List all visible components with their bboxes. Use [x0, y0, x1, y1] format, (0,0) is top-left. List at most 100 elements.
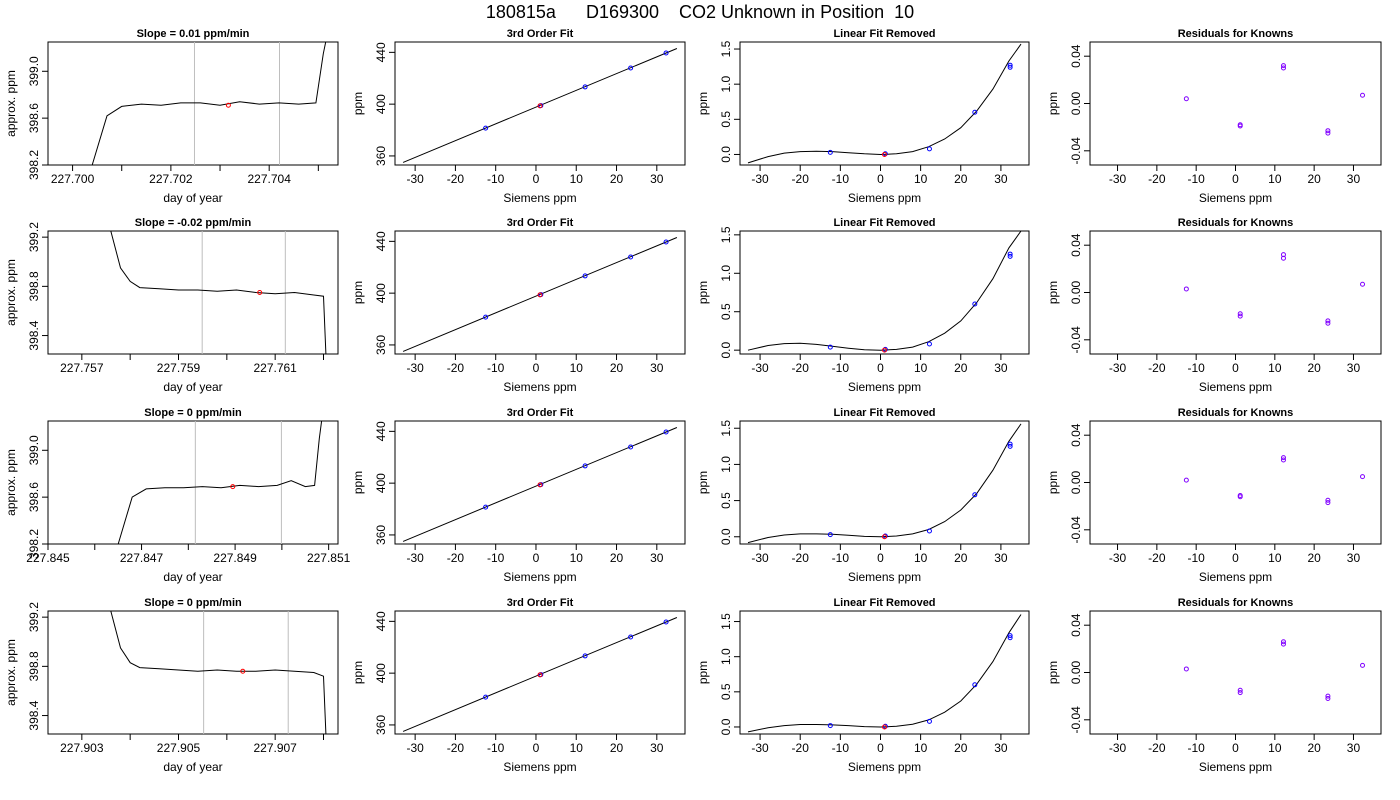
fit-curve — [402, 427, 678, 542]
fit-curve — [747, 614, 1022, 733]
known-point — [926, 146, 932, 152]
panel-title: 3rd Order Fit — [507, 28, 574, 40]
known-point — [1007, 635, 1013, 641]
panel-title: Residuals for Knowns — [1178, 407, 1294, 419]
unknown-point — [537, 672, 543, 678]
known-point — [483, 314, 489, 320]
x-tick-label: 10 — [1268, 741, 1282, 755]
y-tick-label: 399.2 — [27, 602, 41, 632]
y-tick-label: 0.00 — [1069, 280, 1083, 304]
residual-point — [1360, 92, 1366, 98]
x-axis-label: Siemens ppm — [848, 191, 921, 205]
x-tick-label: -30 — [751, 741, 769, 755]
y-tick-label: 0.5 — [719, 683, 733, 700]
x-tick-label: 30 — [650, 361, 664, 375]
y-tick-label: -0.04 — [1069, 326, 1083, 354]
known-point — [582, 273, 588, 279]
y-tick-label: 398.6 — [27, 103, 41, 133]
x-tick-label: -20 — [1148, 741, 1166, 755]
x-tick-label: -30 — [751, 172, 769, 186]
x-tick-label: 20 — [1307, 551, 1321, 565]
y-axis-label: ppm — [696, 281, 710, 304]
residual-point — [1183, 477, 1189, 483]
y-tick-label: 0.5 — [719, 111, 733, 128]
x-tick-label: -10 — [1188, 741, 1206, 755]
x-tick-label: -10 — [832, 361, 850, 375]
panel-title: 3rd Order Fit — [507, 597, 574, 609]
x-tick-label: -30 — [406, 551, 424, 565]
x-tick-label: 0 — [1232, 741, 1239, 755]
x-axis-label: day of year — [163, 191, 222, 205]
x-tick-label: 30 — [1347, 172, 1361, 186]
x-tick-label: 30 — [650, 741, 664, 755]
y-tick-label: 0.0 — [719, 718, 733, 735]
fit-curve — [747, 231, 1022, 351]
panel-title: Slope = 0.01 ppm/min — [137, 28, 250, 40]
plot-frame — [47, 610, 339, 735]
known-point — [827, 723, 833, 729]
known-point — [827, 149, 833, 155]
chart-panel-r1c1: Slope = 0.01 ppm/min day of year approx. p… — [4, 28, 339, 205]
panel-title: Residuals for Knowns — [1178, 597, 1294, 609]
residual-point — [1325, 130, 1331, 136]
x-tick-label: 0 — [877, 741, 884, 755]
chart-panel-r2c1: Slope = -0.02 ppm/min day of year approx. … — [4, 217, 339, 394]
residual-point — [1325, 696, 1331, 702]
unknown-point — [537, 292, 543, 298]
plot-frame — [1089, 41, 1382, 166]
plot-frame — [739, 610, 1030, 735]
y-tick-label: 0.04 — [1069, 44, 1083, 68]
y-axis-label: ppm — [351, 281, 365, 304]
x-tick-label: -20 — [1148, 551, 1166, 565]
chart-panel-r4c1: Slope = 0 ppm/min day of year approx. ppm 2… — [4, 597, 339, 774]
x-tick-label: 227.845 — [26, 551, 70, 565]
mean-point — [230, 484, 236, 490]
known-point — [483, 504, 489, 510]
y-tick-label: 0.5 — [719, 303, 733, 320]
x-tick-label: 10 — [914, 361, 928, 375]
known-point — [972, 682, 978, 688]
residual-point — [1325, 318, 1331, 324]
residual-point — [1280, 641, 1286, 647]
y-tick-label: 398.4 — [27, 700, 41, 730]
x-tick-label: 0 — [533, 551, 540, 565]
y-tick-label: 0.04 — [1069, 613, 1083, 637]
plot-content — [747, 614, 1022, 733]
x-axis-label: Siemens ppm — [1199, 380, 1272, 394]
x-tick-label: 30 — [1347, 741, 1361, 755]
x-tick-label: -10 — [832, 741, 850, 755]
x-tick-label: 227.761 — [253, 361, 297, 375]
time-series-line — [91, 42, 327, 165]
mean-point — [225, 102, 231, 108]
x-axis-label: Siemens ppm — [1199, 191, 1272, 205]
known-point — [582, 463, 588, 469]
y-axis-label: approx. ppm — [4, 259, 18, 326]
y-axis-label: ppm — [1046, 92, 1060, 115]
known-point — [882, 723, 888, 729]
residual-point — [1237, 123, 1243, 129]
known-point — [882, 346, 888, 352]
x-tick-label: 0 — [1232, 172, 1239, 186]
panel-title: Linear Fit Removed — [833, 217, 935, 229]
x-tick-label: 227.907 — [253, 741, 297, 755]
residual-point — [1280, 252, 1286, 258]
x-tick-label: 0 — [533, 172, 540, 186]
residual-point — [1360, 474, 1366, 480]
y-tick-label: 1.5 — [719, 226, 733, 243]
known-point — [628, 634, 634, 640]
unknown-point — [537, 482, 543, 488]
y-tick-label: 360 — [374, 715, 388, 735]
panel-title: Linear Fit Removed — [833, 407, 935, 419]
x-tick-label: 227.700 — [51, 172, 95, 186]
panel-title: Linear Fit Removed — [833, 597, 935, 609]
x-tick-label: 0 — [533, 361, 540, 375]
x-tick-label: 20 — [1307, 172, 1321, 186]
known-point — [926, 528, 932, 534]
x-tick-label: -20 — [447, 361, 465, 375]
plot-frame — [394, 420, 686, 545]
x-tick-label: 227.851 — [307, 551, 351, 565]
y-axis-label: ppm — [1046, 661, 1060, 684]
x-tick-label: 0 — [877, 361, 884, 375]
plot-content — [747, 231, 1022, 353]
known-point — [972, 492, 978, 498]
